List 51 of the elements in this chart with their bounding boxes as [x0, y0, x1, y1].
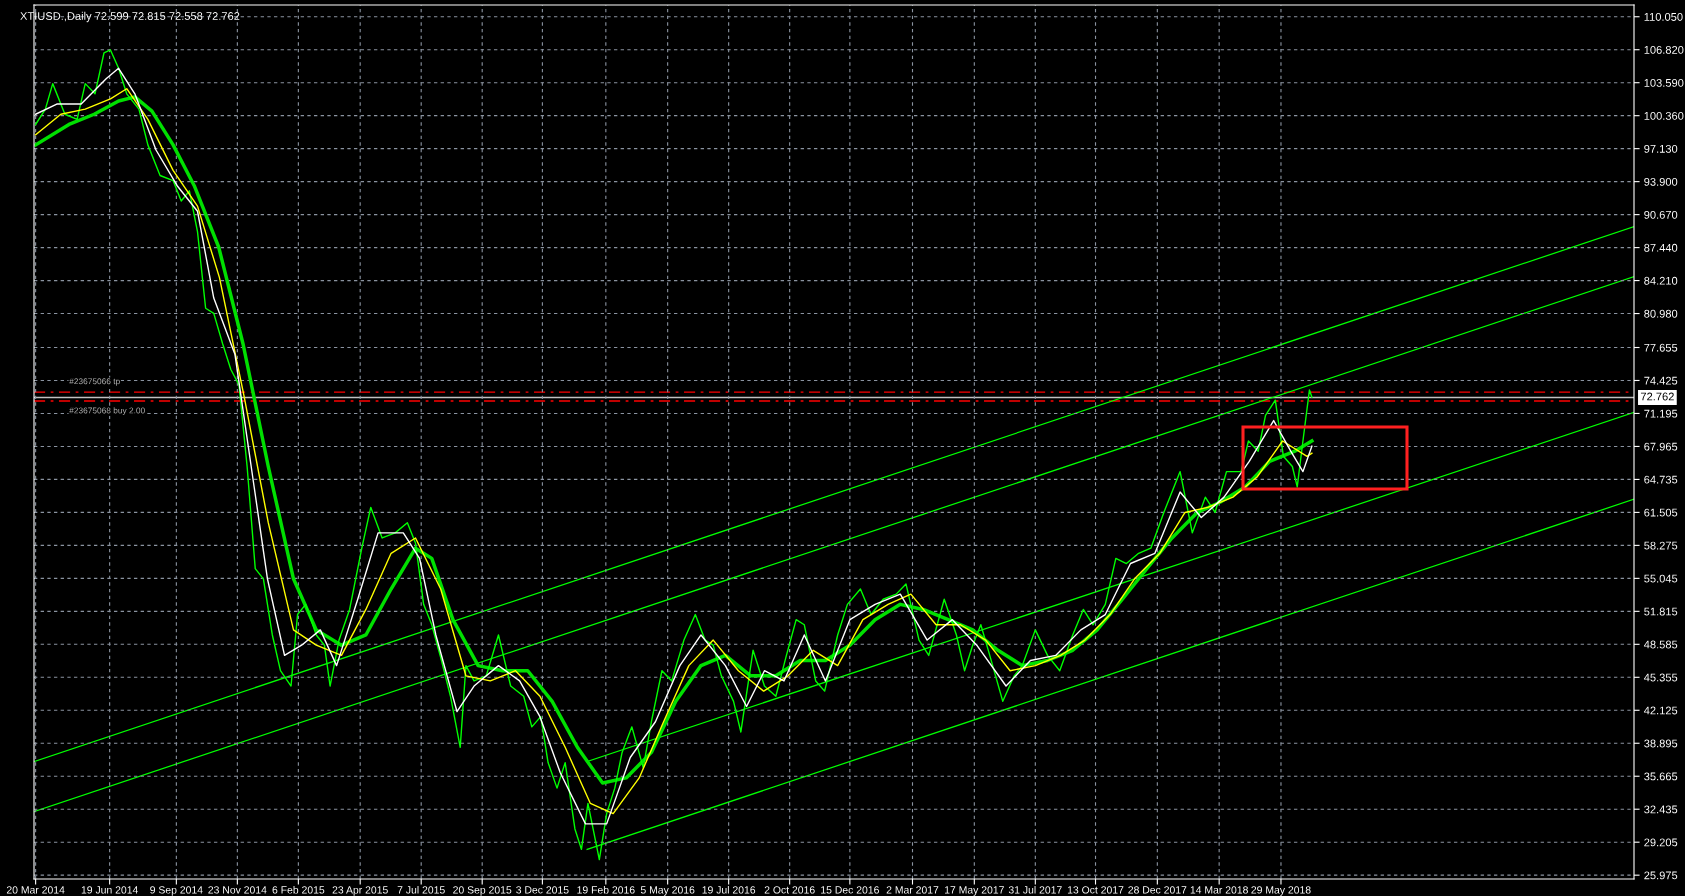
x-tick-label: 19 Feb 2016: [577, 885, 635, 894]
y-tick-label: 51.815: [1644, 607, 1678, 616]
y-tick-label: 87.440: [1644, 243, 1678, 252]
y-tick-label: 29.205: [1644, 838, 1678, 847]
y-tick-label: 58.275: [1644, 541, 1678, 550]
x-tick-label: 19 Jun 2014: [81, 886, 139, 894]
y-tick-label: 38.895: [1644, 739, 1678, 748]
x-tick-label: 6 Feb 2015: [272, 885, 325, 894]
y-tick-label: 106.820: [1644, 45, 1684, 54]
y-tick-label: 80.980: [1644, 309, 1678, 318]
x-tick-label: 5 May 2016: [640, 886, 695, 896]
x-tick-label: 20 Mar 2014: [6, 886, 65, 894]
y-tick-label: 71.195: [1644, 409, 1678, 418]
y-tick-label: 32.435: [1644, 805, 1678, 814]
x-tick-label: 15 Dec 2016: [821, 886, 879, 894]
y-tick-label: 90.670: [1644, 210, 1678, 219]
x-tick-label: 31 Jul 2017: [1008, 885, 1062, 894]
x-tick-label: 28 Dec 2017: [1128, 886, 1187, 894]
x-tick-label: 2 Oct 2016: [764, 886, 815, 894]
y-tick-label: 55.045: [1644, 574, 1678, 583]
x-tick-label: 17 May 2017: [945, 886, 1004, 896]
y-tick-label: 67.965: [1644, 442, 1678, 451]
y-tick-label: 84.210: [1644, 276, 1678, 285]
x-tick-label: 19 Jul 2016: [702, 885, 756, 894]
x-tick-label: 9 Sep 2014: [150, 886, 203, 896]
x-tick-label: 2 Mar 2017: [886, 886, 939, 894]
x-tick-label: 23 Apr 2015: [332, 886, 388, 896]
ref-line-label: #23675068 buy 2.00: [69, 407, 145, 416]
y-tick-label: 97.130: [1644, 144, 1678, 153]
y-tick-label: 48.585: [1643, 640, 1678, 649]
x-tick-label: 29 May 2018: [1251, 886, 1311, 896]
y-tick-label: 35.665: [1644, 772, 1678, 781]
y-tick-label: 45.355: [1643, 673, 1678, 682]
y-tick-label: 100.360: [1644, 111, 1684, 120]
y-tick-label: 77.655: [1644, 343, 1678, 352]
ref-line-label: 72.762: [1640, 392, 1674, 401]
y-tick-label: 25.975: [1644, 871, 1678, 880]
y-tick-label: 61.505: [1644, 508, 1678, 517]
x-tick-label: 7 Jul 2015: [397, 885, 445, 894]
x-tick-label: 23 Nov 2014: [208, 886, 267, 894]
y-tick-label: 110.050: [1644, 13, 1683, 21]
ref-line-label: #23675066 tp: [69, 378, 120, 386]
x-tick-label: 13 Oct 2017: [1067, 886, 1124, 894]
y-tick-label: 103.590: [1644, 78, 1684, 87]
x-tick-label: 3 Dec 2015: [516, 886, 569, 894]
y-tick-label: 64.735: [1644, 475, 1678, 484]
x-tick-label: 14 Mar 2018: [1190, 886, 1248, 894]
y-tick-label: 74.425: [1644, 376, 1678, 385]
y-tick-label: 42.125: [1643, 706, 1678, 715]
x-tick-label: 20 Sep 2015: [453, 886, 512, 896]
y-tick-label: 93.900: [1644, 177, 1678, 186]
